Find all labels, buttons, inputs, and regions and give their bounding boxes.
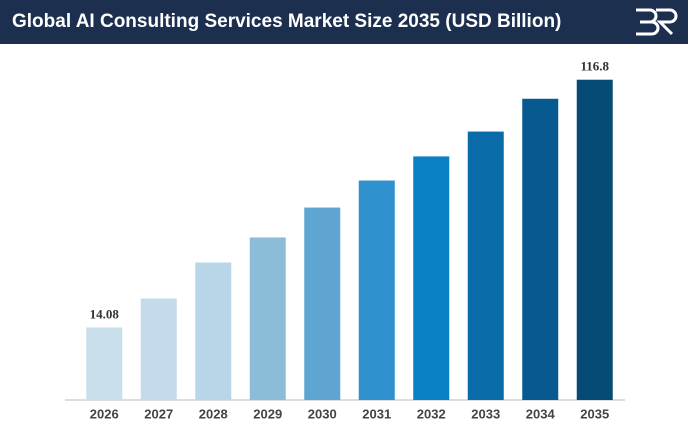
bar xyxy=(86,327,123,400)
x-tick-label: 2034 xyxy=(526,406,556,421)
bar xyxy=(413,156,450,400)
value-label: 116.8 xyxy=(580,59,609,74)
header-bar xyxy=(0,0,688,44)
bar xyxy=(140,298,177,400)
x-tick-label: 2028 xyxy=(199,406,228,421)
value-label: 14.08 xyxy=(90,306,120,321)
bar xyxy=(467,131,504,400)
x-tick-label: 2033 xyxy=(471,406,500,421)
bar xyxy=(304,207,341,400)
bar xyxy=(195,262,232,400)
x-tick-label: 2032 xyxy=(417,406,446,421)
x-tick-label: 2029 xyxy=(253,406,282,421)
bar xyxy=(576,79,613,400)
chart-title: Global AI Consulting Services Market Siz… xyxy=(12,11,561,32)
x-tick-label: 2035 xyxy=(580,406,609,421)
bar xyxy=(522,98,559,400)
x-tick-label: 2030 xyxy=(308,406,337,421)
x-tick-label: 2027 xyxy=(144,406,173,421)
bar xyxy=(358,180,395,400)
bar xyxy=(249,237,286,400)
x-tick-label: 2031 xyxy=(362,406,391,421)
logo xyxy=(636,8,678,36)
x-tick-label: 2026 xyxy=(90,406,119,421)
